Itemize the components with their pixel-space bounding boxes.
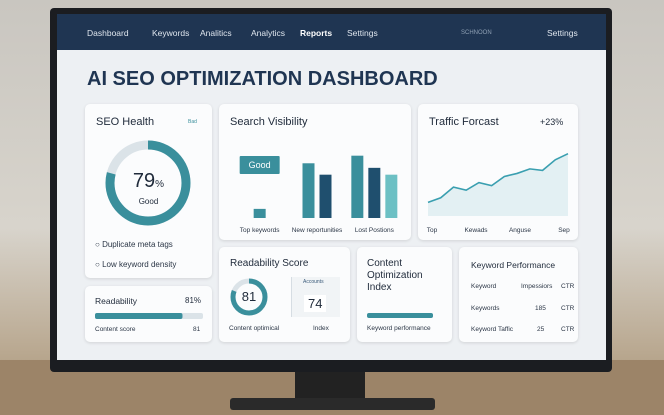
readability-panel: Readability 81% Content score 81	[85, 286, 212, 342]
table-header: Keyword	[471, 283, 497, 290]
score-value: 79	[132, 170, 156, 192]
table-cell: CTR	[561, 305, 575, 312]
panel-title: Search Visibility	[230, 116, 308, 128]
ring-arc	[105, 140, 191, 226]
table-cell: Keyword Taffic	[471, 326, 514, 333]
caption: Content score	[95, 326, 136, 333]
line-chart: Top Kewads Anguse Sep	[427, 152, 570, 234]
caption: Index	[313, 325, 329, 332]
progress-fill	[95, 313, 183, 319]
x-tick-label: Anguse	[509, 227, 531, 234]
nav-bar: Dashboard Keywords Analitics Analytics R…	[57, 14, 606, 50]
screen: Dashboard Keywords Analitics Analytics R…	[57, 14, 606, 360]
nav-item[interactable]: Analytics	[251, 28, 286, 38]
search-visibility-panel: Search Visibility Top keywords New report…	[219, 104, 411, 240]
table-header: Impessiors	[521, 283, 553, 290]
bar	[351, 155, 364, 218]
content-optimization-panel: Content Optimization Index Keyword perfo…	[357, 247, 452, 342]
score: 79%	[85, 170, 212, 193]
user[interactable]: SCHNOON	[461, 30, 492, 36]
panel-title: Keyword Performance	[471, 260, 556, 270]
line	[427, 152, 569, 204]
change: +23%	[540, 117, 564, 127]
x-tick-label: Sep	[558, 227, 570, 234]
panel-title: Traffic Forcast	[429, 116, 499, 128]
table-cell: 185	[535, 305, 546, 312]
nav-item[interactable]: Dashboard	[87, 28, 129, 38]
progress	[367, 313, 433, 318]
nav-item[interactable]: Analitics	[200, 28, 232, 38]
table-cell: Keywords	[471, 305, 500, 312]
badge: Bad	[188, 119, 197, 125]
caption-value: 81	[193, 326, 201, 333]
panel-title: SEO Health	[96, 116, 155, 128]
score-unit: %	[155, 179, 165, 190]
box-value: 74	[304, 295, 327, 312]
table-cell: CTR	[561, 326, 575, 333]
ring-value: 81	[241, 289, 257, 304]
panel-title: Content Optimization Index	[367, 258, 423, 293]
seo-health-panel: SEO Health Bad 79% Good ○ Duplicate meta…	[85, 104, 212, 278]
ring	[230, 278, 268, 316]
bar	[368, 167, 381, 218]
caption: Content optimical	[229, 325, 280, 332]
page-title: AI SEO OPTIMIZATION DASHBOARD	[87, 68, 438, 90]
score-label: 81%	[185, 296, 202, 305]
bar-chart: Top keywords New reportunities Lost Postio…	[239, 155, 398, 234]
table-cell: 25	[537, 326, 545, 333]
bar	[253, 208, 266, 218]
line-area	[428, 153, 568, 216]
traffic-panel: Traffic Forcast +23% Top Kewads Anguse Sep	[418, 104, 578, 240]
caption: Keyword performance	[367, 325, 431, 332]
x-tick-label: Top keywords	[240, 227, 280, 234]
status: Good	[138, 197, 159, 206]
check: ○ Low keyword density	[95, 260, 177, 269]
nav-item[interactable]: Keywords	[152, 28, 190, 38]
ring-arc	[230, 278, 268, 316]
bar	[319, 174, 332, 218]
monitor-stand	[295, 372, 365, 402]
check-text: Duplicate meta tags	[102, 240, 173, 249]
x-tick-label: Top	[427, 227, 438, 234]
nav-item[interactable]: Reports	[300, 28, 333, 38]
progress	[95, 313, 203, 319]
panel-title: Readability	[95, 296, 138, 306]
keyword-performance-panel: Keyword Performance Keyword Impessiors C…	[459, 247, 578, 342]
table-header: CTR	[561, 283, 575, 290]
check: ○ Duplicate meta tags	[95, 240, 173, 249]
nav-item[interactable]: Settings	[547, 28, 578, 38]
check-text: Low keyword density	[102, 260, 177, 269]
nav-item[interactable]: Settings	[347, 28, 378, 38]
x-tick-label: Lost Postions	[355, 227, 395, 234]
panel-title: Readability Score	[230, 258, 309, 269]
donut	[105, 140, 191, 226]
bar	[302, 163, 315, 218]
annotation: Good	[249, 160, 271, 170]
sub-box: Accounts 74	[291, 277, 340, 317]
x-tick-label: Kewads	[464, 227, 488, 234]
monitor-base	[230, 398, 435, 410]
x-tick-label: New reportunities	[292, 227, 343, 234]
box-label: Accounts	[303, 279, 324, 285]
readability-score-panel: Readability Score 81 Content optimical A…	[219, 247, 350, 342]
annotation-box	[239, 156, 280, 174]
bar	[385, 174, 398, 218]
